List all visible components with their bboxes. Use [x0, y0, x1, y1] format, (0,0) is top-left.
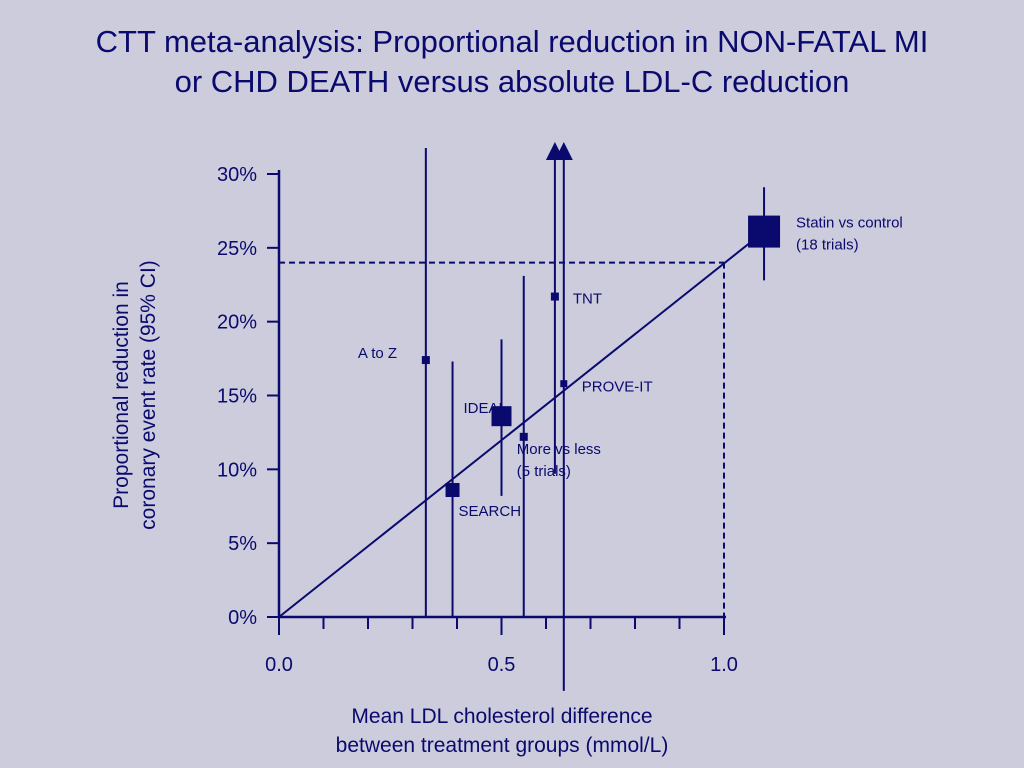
ci-arrow-up [554, 142, 573, 160]
point-label: More vs less (5 trials) [517, 441, 601, 480]
y-tick-label: 5% [228, 533, 257, 555]
y-axis-label: Proportional reduction in coronary event… [108, 260, 162, 530]
x-axis-label-line-1: Mean LDL cholesterol difference [351, 705, 653, 728]
y-tick-label: 20% [217, 312, 257, 334]
x-axis-label: Mean LDL cholesterol difference between … [302, 702, 702, 760]
point-marker [748, 215, 781, 248]
chart-title-line-2: or CHD DEATH versus absolute LDL-C reduc… [174, 64, 850, 99]
y-tick-label: 25% [217, 238, 257, 260]
point-marker [421, 356, 430, 365]
x-tick-label: 1.0 [710, 654, 738, 676]
point-label: A to Z [358, 345, 397, 362]
point-label: SEARCH [459, 503, 522, 520]
y-axis-label-line-2: coronary event rate (95% CI) [137, 260, 160, 530]
chart-title: CTT meta-analysis: Proportional reductio… [0, 22, 1024, 102]
point-label: Statin vs control (18 trials) [796, 215, 903, 254]
y-tick-label: 0% [228, 607, 257, 629]
point-label: TNT [573, 291, 602, 308]
point-marker [445, 483, 460, 498]
x-tick-label: 0.0 [265, 654, 293, 676]
y-axis-label-line-1: Proportional reduction in [110, 281, 133, 509]
point-label: PROVE-IT [582, 379, 653, 396]
x-tick-label: 0.5 [488, 654, 516, 676]
y-tick-label: 30% [217, 164, 257, 186]
point-marker [519, 432, 528, 441]
regression-line [278, 230, 765, 618]
point-marker [550, 292, 559, 301]
chart-title-line-1: CTT meta-analysis: Proportional reductio… [95, 24, 929, 59]
point-label: IDEAL [464, 400, 507, 417]
y-tick-label: 15% [217, 386, 257, 408]
x-axis-label-line-2: between treatment groups (mmol/L) [335, 734, 669, 757]
point-marker [491, 406, 512, 427]
y-tick-label: 10% [217, 459, 257, 481]
point-marker [560, 380, 568, 388]
